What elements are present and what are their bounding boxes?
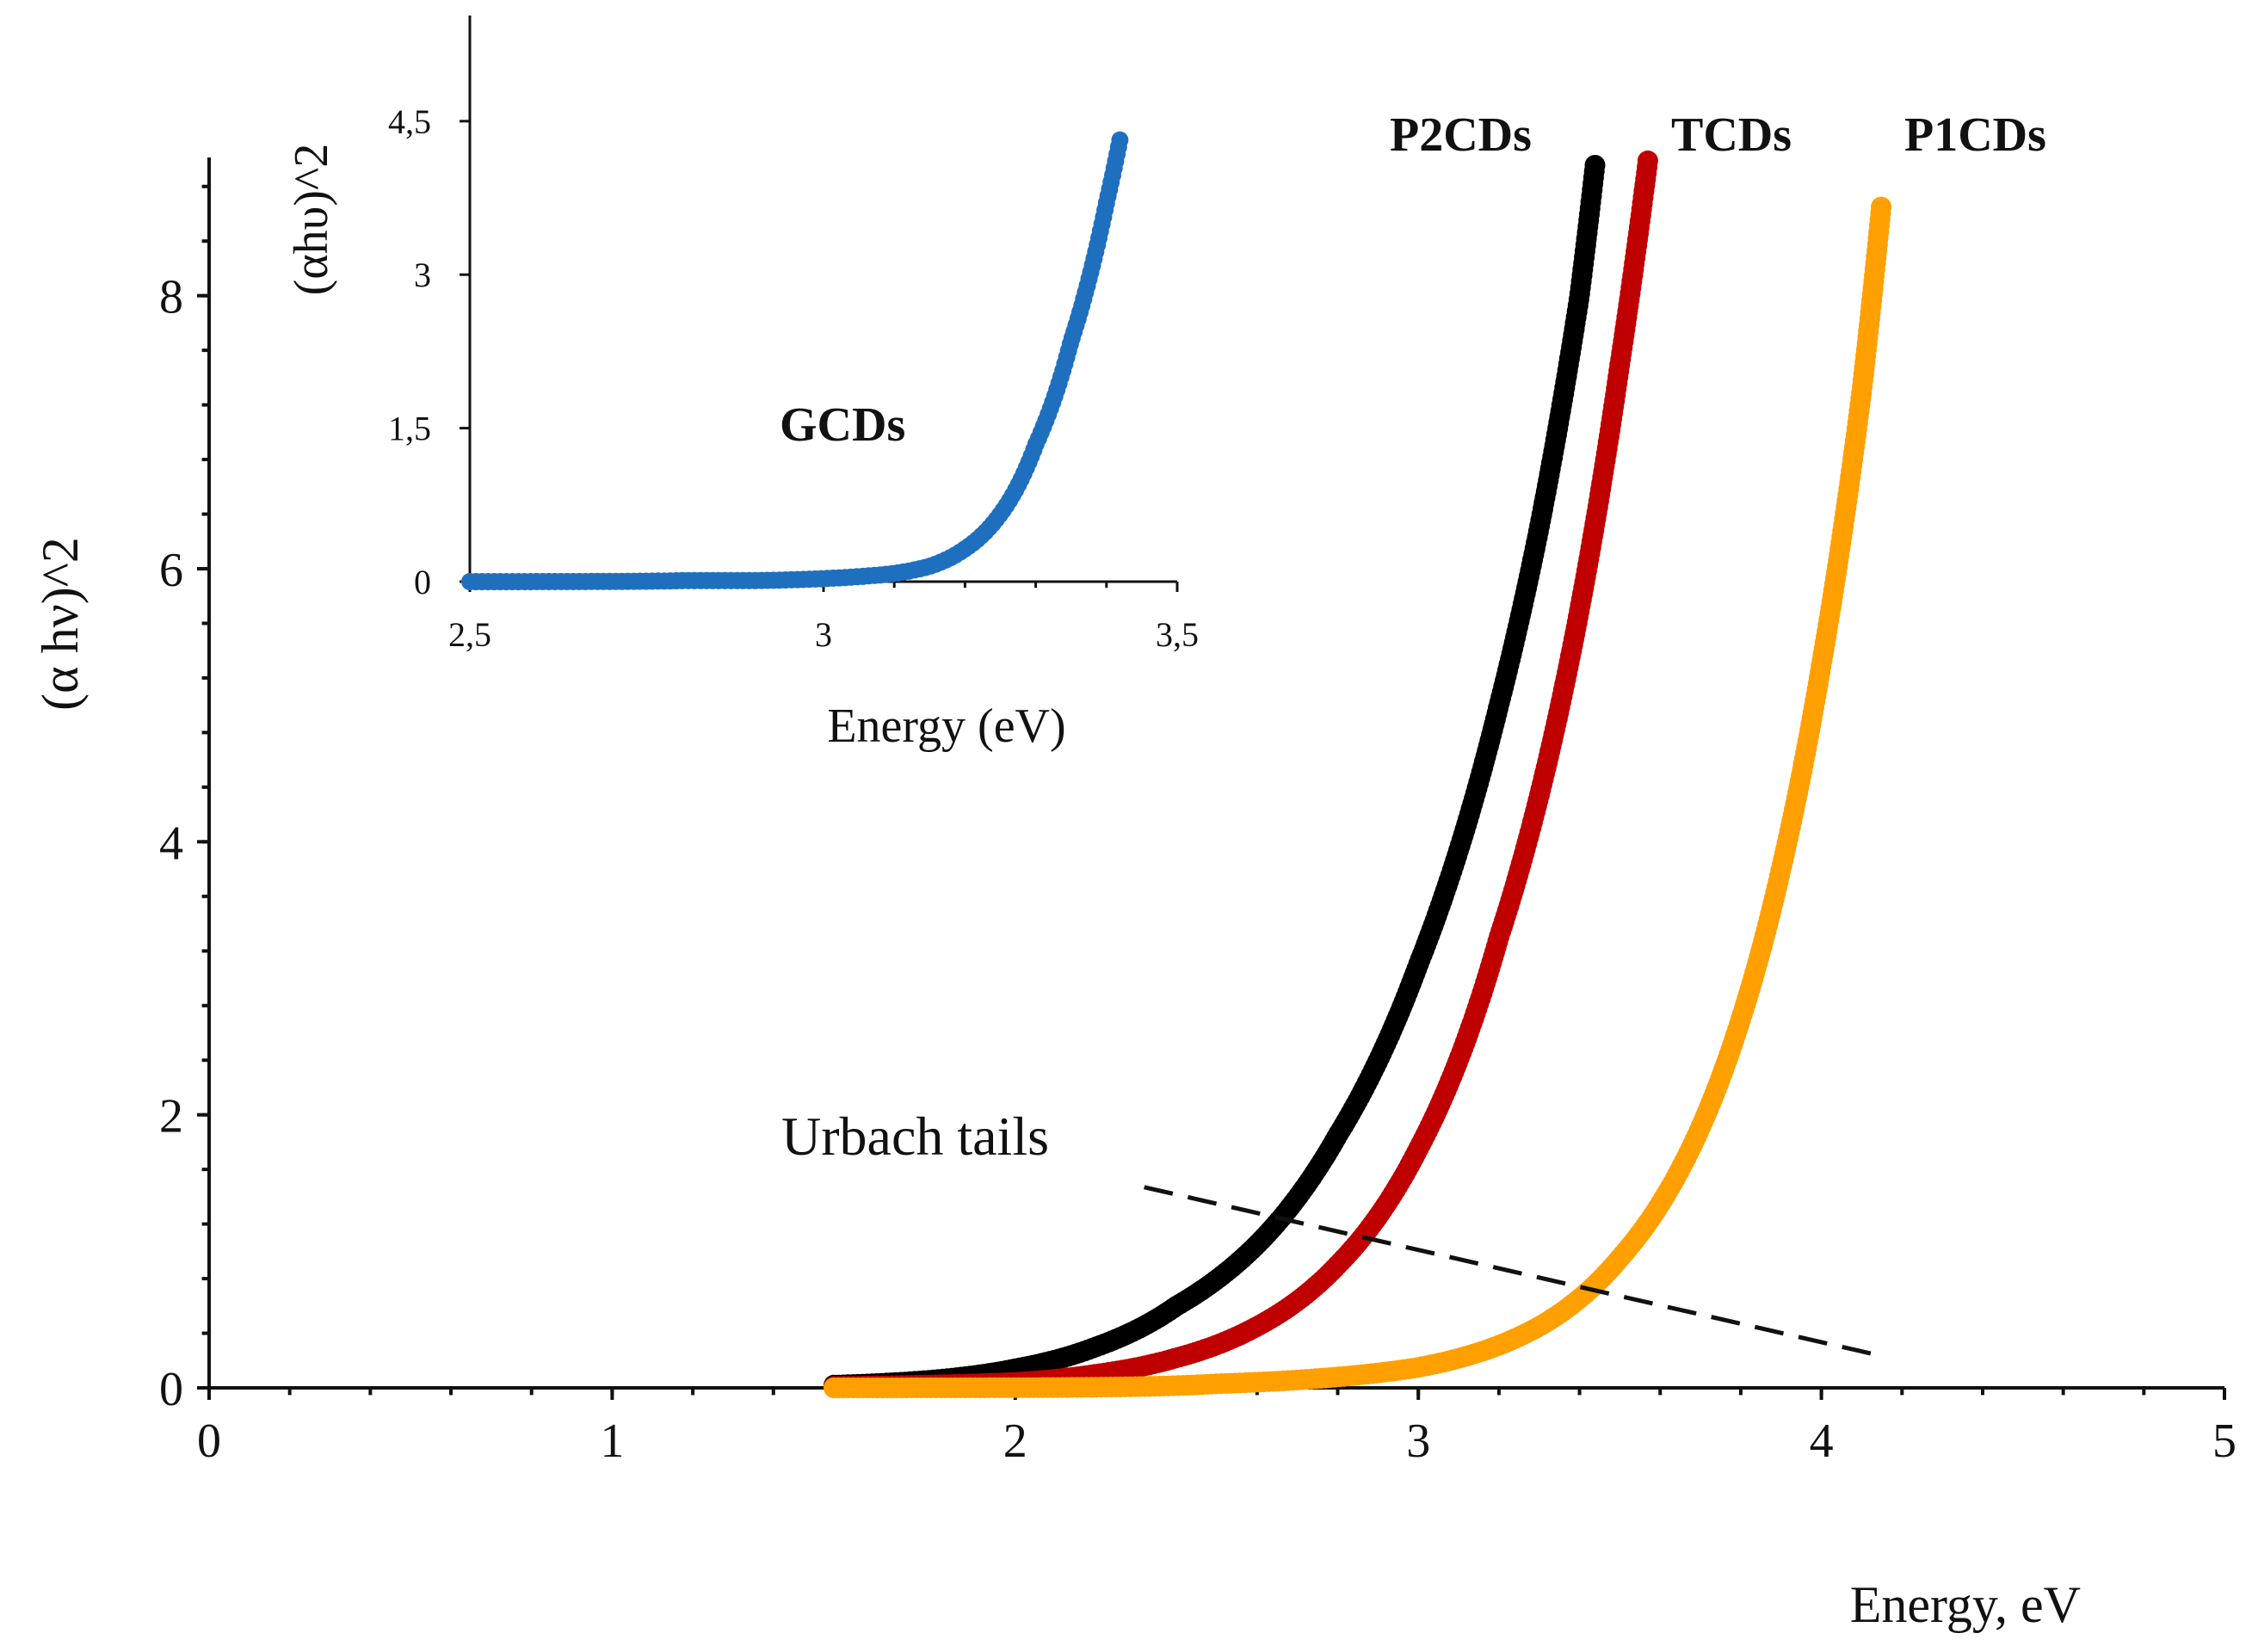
inset-y-tick-label: 3 (414, 256, 431, 294)
main-y-tick-label: 4 (159, 817, 183, 870)
series-label-gcds: GCDs (780, 398, 905, 452)
inset-y-tick-label: 1,5 (388, 410, 431, 448)
main-y-axis-title: (α hν)^2 (32, 537, 89, 711)
inset-y-tick-label: 4,5 (388, 102, 431, 141)
main-axes: 0 1 2 3 4 5 0 2 4 6 8 (159, 157, 2237, 1468)
main-x-tick-label: 5 (2212, 1415, 2237, 1468)
inset-x-tick-label: 3,5 (1156, 615, 1199, 654)
series-label-p2cds: P2CDs (1390, 108, 1532, 162)
main-y-tick-label: 6 (159, 544, 183, 597)
inset-x-tick-label: 2,5 (448, 615, 491, 654)
main-x-tick-label: 0 (197, 1415, 221, 1468)
main-data-point (1584, 155, 1606, 176)
main-x-tick-label: 2 (1003, 1415, 1027, 1468)
inset-series-gcds (461, 131, 1129, 590)
inset-series-layer (461, 131, 1129, 590)
main-data-point (1637, 150, 1658, 171)
main-x-axis-title: Energy, eV (1850, 1576, 2081, 1633)
main-x-tick-label: 3 (1406, 1415, 1430, 1468)
main-y-tick-label: 0 (159, 1363, 183, 1416)
main-series-layer (824, 150, 1892, 1398)
inset-y-tick-label: 0 (414, 563, 431, 601)
main-series-p1cds (824, 196, 1892, 1398)
inset-data-point (1111, 131, 1129, 149)
main-y-tick-label: 8 (159, 271, 183, 324)
main-data-point (1871, 196, 1892, 218)
inset-y-axis-title: (αhυ)^2 (285, 144, 338, 296)
main-y-tick-label: 2 (159, 1090, 183, 1143)
main-x-tick-label: 1 (600, 1415, 624, 1468)
series-label-p1cds: P1CDs (1904, 108, 2046, 162)
inset-x-tick-label: 3 (815, 615, 832, 654)
urbach-tails-dashed-line (1144, 1185, 1879, 1358)
main-x-tick-label: 4 (1810, 1415, 1834, 1468)
inset-x-axis-title: Energy (eV) (827, 700, 1065, 753)
inset-background (472, 9, 1203, 602)
series-label-tcds: TCDs (1671, 108, 1792, 162)
urbach-tails-label: Urbach tails (781, 1106, 1049, 1167)
